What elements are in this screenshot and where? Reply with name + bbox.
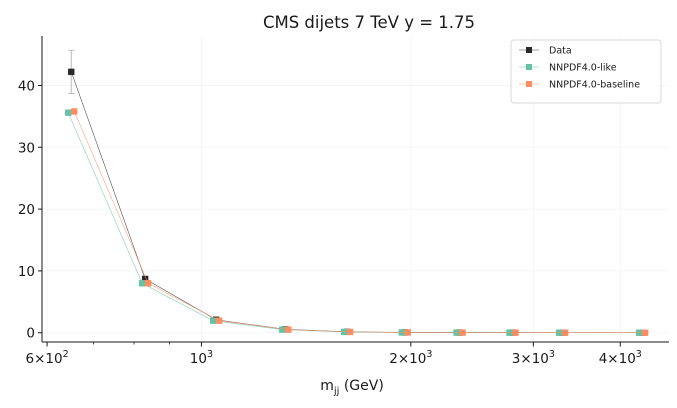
data-point: [65, 109, 72, 116]
series-nnpdf4-0-like: [65, 109, 643, 336]
data-point: [71, 108, 78, 115]
x-tick-label: 103: [190, 349, 213, 367]
data-point: [512, 329, 519, 336]
data-point: [279, 326, 286, 333]
x-axis-label-subscript: jj: [333, 386, 340, 397]
grid: [42, 36, 669, 342]
legend-marker: [526, 81, 532, 87]
legend-entry: NNPDF4.0-baseline: [519, 80, 640, 91]
legend-label: NNPDF4.0-baseline: [549, 80, 640, 91]
chart-title: CMS dijets 7 TeV y = 1.75: [263, 13, 475, 32]
data-point: [209, 317, 217, 324]
legend-label: NNPDF4.0-like: [549, 63, 617, 74]
legend-box: [510, 39, 662, 104]
y-tick-label: 30: [18, 140, 35, 156]
legend-entry: NNPDF4.0-like: [519, 63, 617, 74]
x-axis-label: mjj (GeV): [320, 378, 384, 397]
axes: 0 10 20 30 40 6×102 103 2×103 3×103 4×103: [18, 36, 669, 367]
data-point: [346, 328, 354, 336]
data-point: [144, 280, 152, 287]
x-tick-label: 2×103: [389, 349, 432, 367]
series-line: [67, 112, 640, 334]
legend: Data NNPDF4.0-like NNPDF4.0-baseline: [510, 39, 662, 104]
y-tick-label: 0: [26, 326, 35, 342]
data-point: [215, 317, 223, 324]
x-tick-label: 3×103: [512, 349, 555, 367]
data-point: [561, 329, 569, 336]
series-nnpdf4-0-baseline: [71, 108, 649, 336]
series-line: [70, 71, 643, 333]
data-point: [285, 326, 292, 333]
y-tick-label: 20: [18, 202, 35, 218]
y-tick-label: 40: [18, 78, 35, 94]
data-point: [138, 280, 146, 287]
y-tick-label: 10: [18, 264, 35, 280]
series-line: [73, 111, 646, 334]
series-group: [65, 49, 649, 336]
x-tick-label: 6×102: [26, 349, 69, 367]
data-point: [141, 275, 149, 283]
legend-marker: [526, 64, 532, 70]
legend-entry: Data: [519, 46, 572, 57]
x-tick-label: 4×103: [599, 349, 642, 367]
legend-label: Data: [549, 46, 572, 57]
data-point: [404, 329, 411, 336]
data-point: [459, 329, 466, 336]
data-point: [68, 68, 75, 76]
legend-marker: [526, 47, 532, 53]
data-point: [641, 329, 649, 336]
